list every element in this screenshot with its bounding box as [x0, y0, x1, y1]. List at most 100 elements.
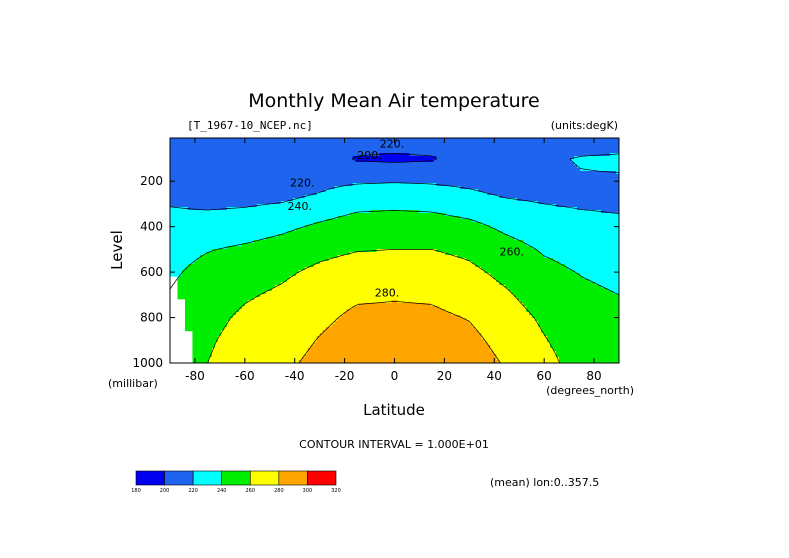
contour-cell [388, 141, 393, 145]
contour-cell [469, 147, 473, 151]
contour-cell [244, 138, 249, 142]
contour-cell [592, 162, 596, 166]
contour-cell [448, 141, 452, 145]
contour-cell [259, 198, 264, 202]
contour-cell [364, 231, 369, 235]
contour-cell [262, 213, 267, 217]
contour-cell [526, 210, 530, 214]
contour-cell [610, 165, 614, 169]
contour-cell [547, 216, 551, 220]
contour-cell [220, 138, 225, 142]
contour-cell [331, 216, 336, 220]
contour-cell [439, 159, 443, 163]
contour-cell [250, 195, 255, 199]
contour-cell [289, 237, 294, 241]
contour-cell [415, 177, 420, 181]
contour-cell [454, 153, 458, 157]
contour-cell [202, 165, 207, 169]
contour-cell [241, 210, 246, 214]
contour-cell [586, 171, 590, 175]
contour-cell [496, 162, 500, 166]
contour-cell [337, 225, 342, 229]
contour-cell [397, 180, 402, 184]
contour-cell [544, 198, 548, 202]
contour-cell [172, 150, 177, 154]
contour-cell [445, 144, 449, 148]
contour-cell [439, 192, 443, 196]
contour-cell [268, 174, 273, 178]
contour-cell [181, 138, 186, 142]
contour-cell [322, 192, 327, 196]
contour-cell [340, 150, 345, 154]
contour-cell [217, 189, 222, 193]
contour-cell [349, 186, 354, 190]
contour-cell [193, 177, 198, 181]
contour-cell [349, 222, 354, 226]
contour-cell [430, 195, 435, 199]
contour-cell [421, 189, 426, 193]
contour-cell [400, 210, 405, 214]
contour-cell [337, 162, 342, 166]
contour-cell [202, 237, 207, 241]
contour-cell [223, 174, 228, 178]
contour-cell [532, 153, 536, 157]
contour-cell [292, 219, 297, 223]
contour-cell [277, 138, 282, 142]
contour-cell [514, 150, 518, 154]
contour-cell [616, 189, 619, 193]
contour-cell [568, 183, 572, 187]
contour-cell [583, 231, 587, 235]
contour-cell [313, 162, 318, 166]
contour-cell [190, 171, 195, 175]
contour-cell [466, 225, 470, 229]
contour-cell [613, 222, 617, 226]
contour-cell [481, 210, 485, 214]
contour-cell [229, 189, 234, 193]
contour-cell [175, 171, 180, 175]
contour-cell [313, 210, 318, 214]
contour-cell [196, 180, 201, 184]
contour-cell [502, 180, 506, 184]
contour-cell [442, 207, 446, 211]
contour-cell [541, 162, 545, 166]
contour-cell [337, 234, 342, 238]
contour-cell [610, 207, 614, 211]
contour-cell [400, 162, 405, 166]
contour-cell [310, 192, 315, 196]
contour-cell [361, 156, 366, 160]
contour-cell [322, 198, 327, 202]
contour-cell [244, 165, 249, 169]
contour-cell [325, 222, 330, 226]
contour-cell [340, 228, 345, 232]
contour-cell [523, 171, 527, 175]
contour-cell [184, 162, 189, 166]
contour-cell [532, 231, 536, 235]
contour-cell [595, 144, 599, 148]
contour-cell [310, 171, 315, 175]
contour-cell [400, 234, 405, 238]
contour-cell [205, 195, 210, 199]
contour-cell [532, 150, 536, 154]
contour-cell [334, 174, 339, 178]
contour-cell [322, 138, 327, 142]
contour-cell [259, 228, 264, 232]
contour-cell [388, 165, 393, 169]
contour-cell [406, 192, 411, 196]
contour-cell [526, 204, 530, 208]
contour-cell [196, 150, 201, 154]
contour-cell [391, 231, 396, 235]
contour-cell [313, 186, 318, 190]
contour-cell [262, 189, 267, 193]
contour-cell [250, 174, 255, 178]
contour-cell [556, 153, 560, 157]
contour-cell [541, 147, 545, 151]
contour-cell [298, 237, 303, 241]
contour-cell [310, 153, 315, 157]
contour-cell [295, 228, 300, 232]
contour-cell [568, 225, 572, 229]
contour-cell [238, 159, 243, 163]
contour-cell [178, 219, 183, 223]
contour-cell [433, 147, 437, 151]
contour-cell [514, 192, 518, 196]
contour-cell [307, 186, 312, 190]
